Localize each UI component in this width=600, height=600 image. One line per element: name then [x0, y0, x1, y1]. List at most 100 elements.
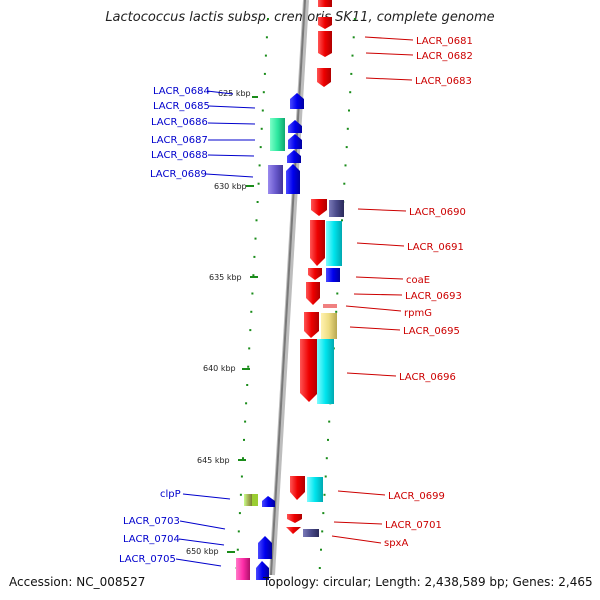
gene-arrow	[317, 68, 331, 87]
gene-label: LACR_0685	[153, 101, 210, 112]
gene-block	[270, 118, 285, 151]
gene-arrow	[286, 164, 300, 194]
tick-mark	[252, 274, 255, 277]
gene-arrow	[304, 312, 319, 338]
tick-mark	[320, 548, 322, 551]
gene-arrow	[287, 150, 301, 163]
tick-mark	[323, 493, 326, 496]
gene-label: LACR_0696	[399, 372, 456, 383]
left-gene-labels: LACR_0684 LACR_0685 LACR_0686 LACR_0687 …	[119, 86, 256, 567]
gene-label: rpmG	[404, 308, 432, 319]
gene-label: LACR_0699	[388, 491, 445, 502]
gene-arrow	[262, 496, 275, 507]
gene-label: spxA	[384, 538, 408, 549]
tick-mark	[237, 530, 240, 533]
gene-block	[244, 494, 252, 506]
tick-mark	[352, 36, 355, 39]
tick-mark	[318, 567, 321, 569]
tick-mark	[345, 146, 348, 149]
tick-mark	[236, 548, 239, 551]
gene-arrow	[286, 527, 301, 534]
gene-arrow	[311, 199, 327, 216]
topology-text: Topology: circular; Length: 2,438,589 bp…	[263, 575, 593, 589]
tick-mark	[253, 255, 256, 258]
tick-mark	[350, 72, 353, 75]
tick-mark	[255, 219, 258, 222]
tick-mark	[267, 18, 269, 20]
tick-mark	[251, 292, 254, 295]
tick-mark	[264, 54, 267, 57]
gene-block	[268, 165, 283, 194]
tick-mark	[322, 512, 325, 515]
gene-arrow	[300, 339, 318, 402]
accession-text: Accession: NC_008527	[9, 575, 146, 589]
gene-label: LACR_0684	[153, 86, 210, 97]
tick-mark	[341, 219, 343, 222]
tick-mark	[261, 109, 264, 112]
gene-block	[318, 0, 332, 7]
gene-block	[326, 268, 340, 282]
gene-block	[321, 313, 337, 339]
gene-block	[317, 339, 334, 404]
kbp-label: 640 kbp	[203, 364, 236, 373]
tick-mark	[325, 457, 328, 460]
tick-mark	[240, 475, 243, 478]
tick-mark	[327, 438, 329, 441]
tick-mark	[335, 310, 338, 313]
gene-label: LACR_0682	[416, 51, 473, 62]
gene-arrow	[256, 561, 269, 580]
tick-mark	[344, 164, 347, 167]
tick-mark	[254, 237, 257, 240]
gene-label: LACR_0703	[123, 516, 180, 527]
kbp-scale: 625 kbp 630 kbp 635 kbp 640 kbp 645 kbp …	[186, 89, 258, 556]
tick-mark	[336, 292, 339, 295]
gene-arrow	[290, 93, 304, 109]
tick-mark	[265, 36, 268, 39]
gene-label: clpP	[160, 489, 181, 500]
tick-mark	[246, 384, 249, 386]
kbp-label: 625 kbp	[218, 89, 251, 98]
tick-mark	[247, 365, 250, 368]
kbp-label: 635 kbp	[209, 273, 242, 282]
gene-arrow	[310, 220, 325, 266]
kbp-label: 630 kbp	[214, 182, 247, 191]
gene-block	[323, 304, 337, 308]
gene-arrow	[318, 31, 332, 57]
gene-label: LACR_0688	[151, 150, 208, 161]
tick-mark	[263, 72, 266, 75]
gene-block	[326, 221, 342, 266]
gene-arrow	[290, 476, 305, 500]
gene-block	[252, 494, 258, 506]
gene-label: LACR_0681	[416, 36, 473, 47]
gene-label: LACR_0701	[385, 520, 442, 531]
genome-title: Lactococcus lactis subsp. cremoris SK11,…	[105, 10, 495, 25]
gene-block	[329, 200, 344, 217]
kbp-label: 645 kbp	[197, 456, 230, 465]
tick-mark	[244, 420, 247, 423]
gene-block	[303, 529, 319, 537]
tick-mark	[351, 54, 354, 57]
kbp-label: 650 kbp	[186, 547, 219, 556]
gene-label: LACR_0686	[151, 117, 208, 128]
forward-strand-genes	[236, 93, 304, 580]
tick-mark	[257, 182, 260, 185]
tick-mark	[249, 329, 252, 332]
tick-mark	[262, 91, 265, 94]
tick-mark	[353, 18, 356, 20]
gene-label: LACR_0704	[123, 534, 180, 545]
gene-label: LACR_0687	[151, 135, 208, 146]
tick-mark	[250, 310, 253, 313]
tick-mark	[245, 402, 248, 405]
tick-mark	[321, 530, 324, 533]
tick-mark	[242, 457, 244, 460]
gene-arrow	[287, 514, 302, 523]
gene-label: LACR_0693	[405, 291, 462, 302]
gene-label: LACR_0683	[415, 76, 472, 87]
gene-arrow	[258, 536, 272, 559]
tick-mark	[260, 127, 263, 130]
tick-mark	[256, 201, 259, 203]
gene-label: LACR_0695	[403, 326, 460, 337]
tick-mark	[248, 347, 251, 350]
gene-block	[307, 477, 323, 502]
